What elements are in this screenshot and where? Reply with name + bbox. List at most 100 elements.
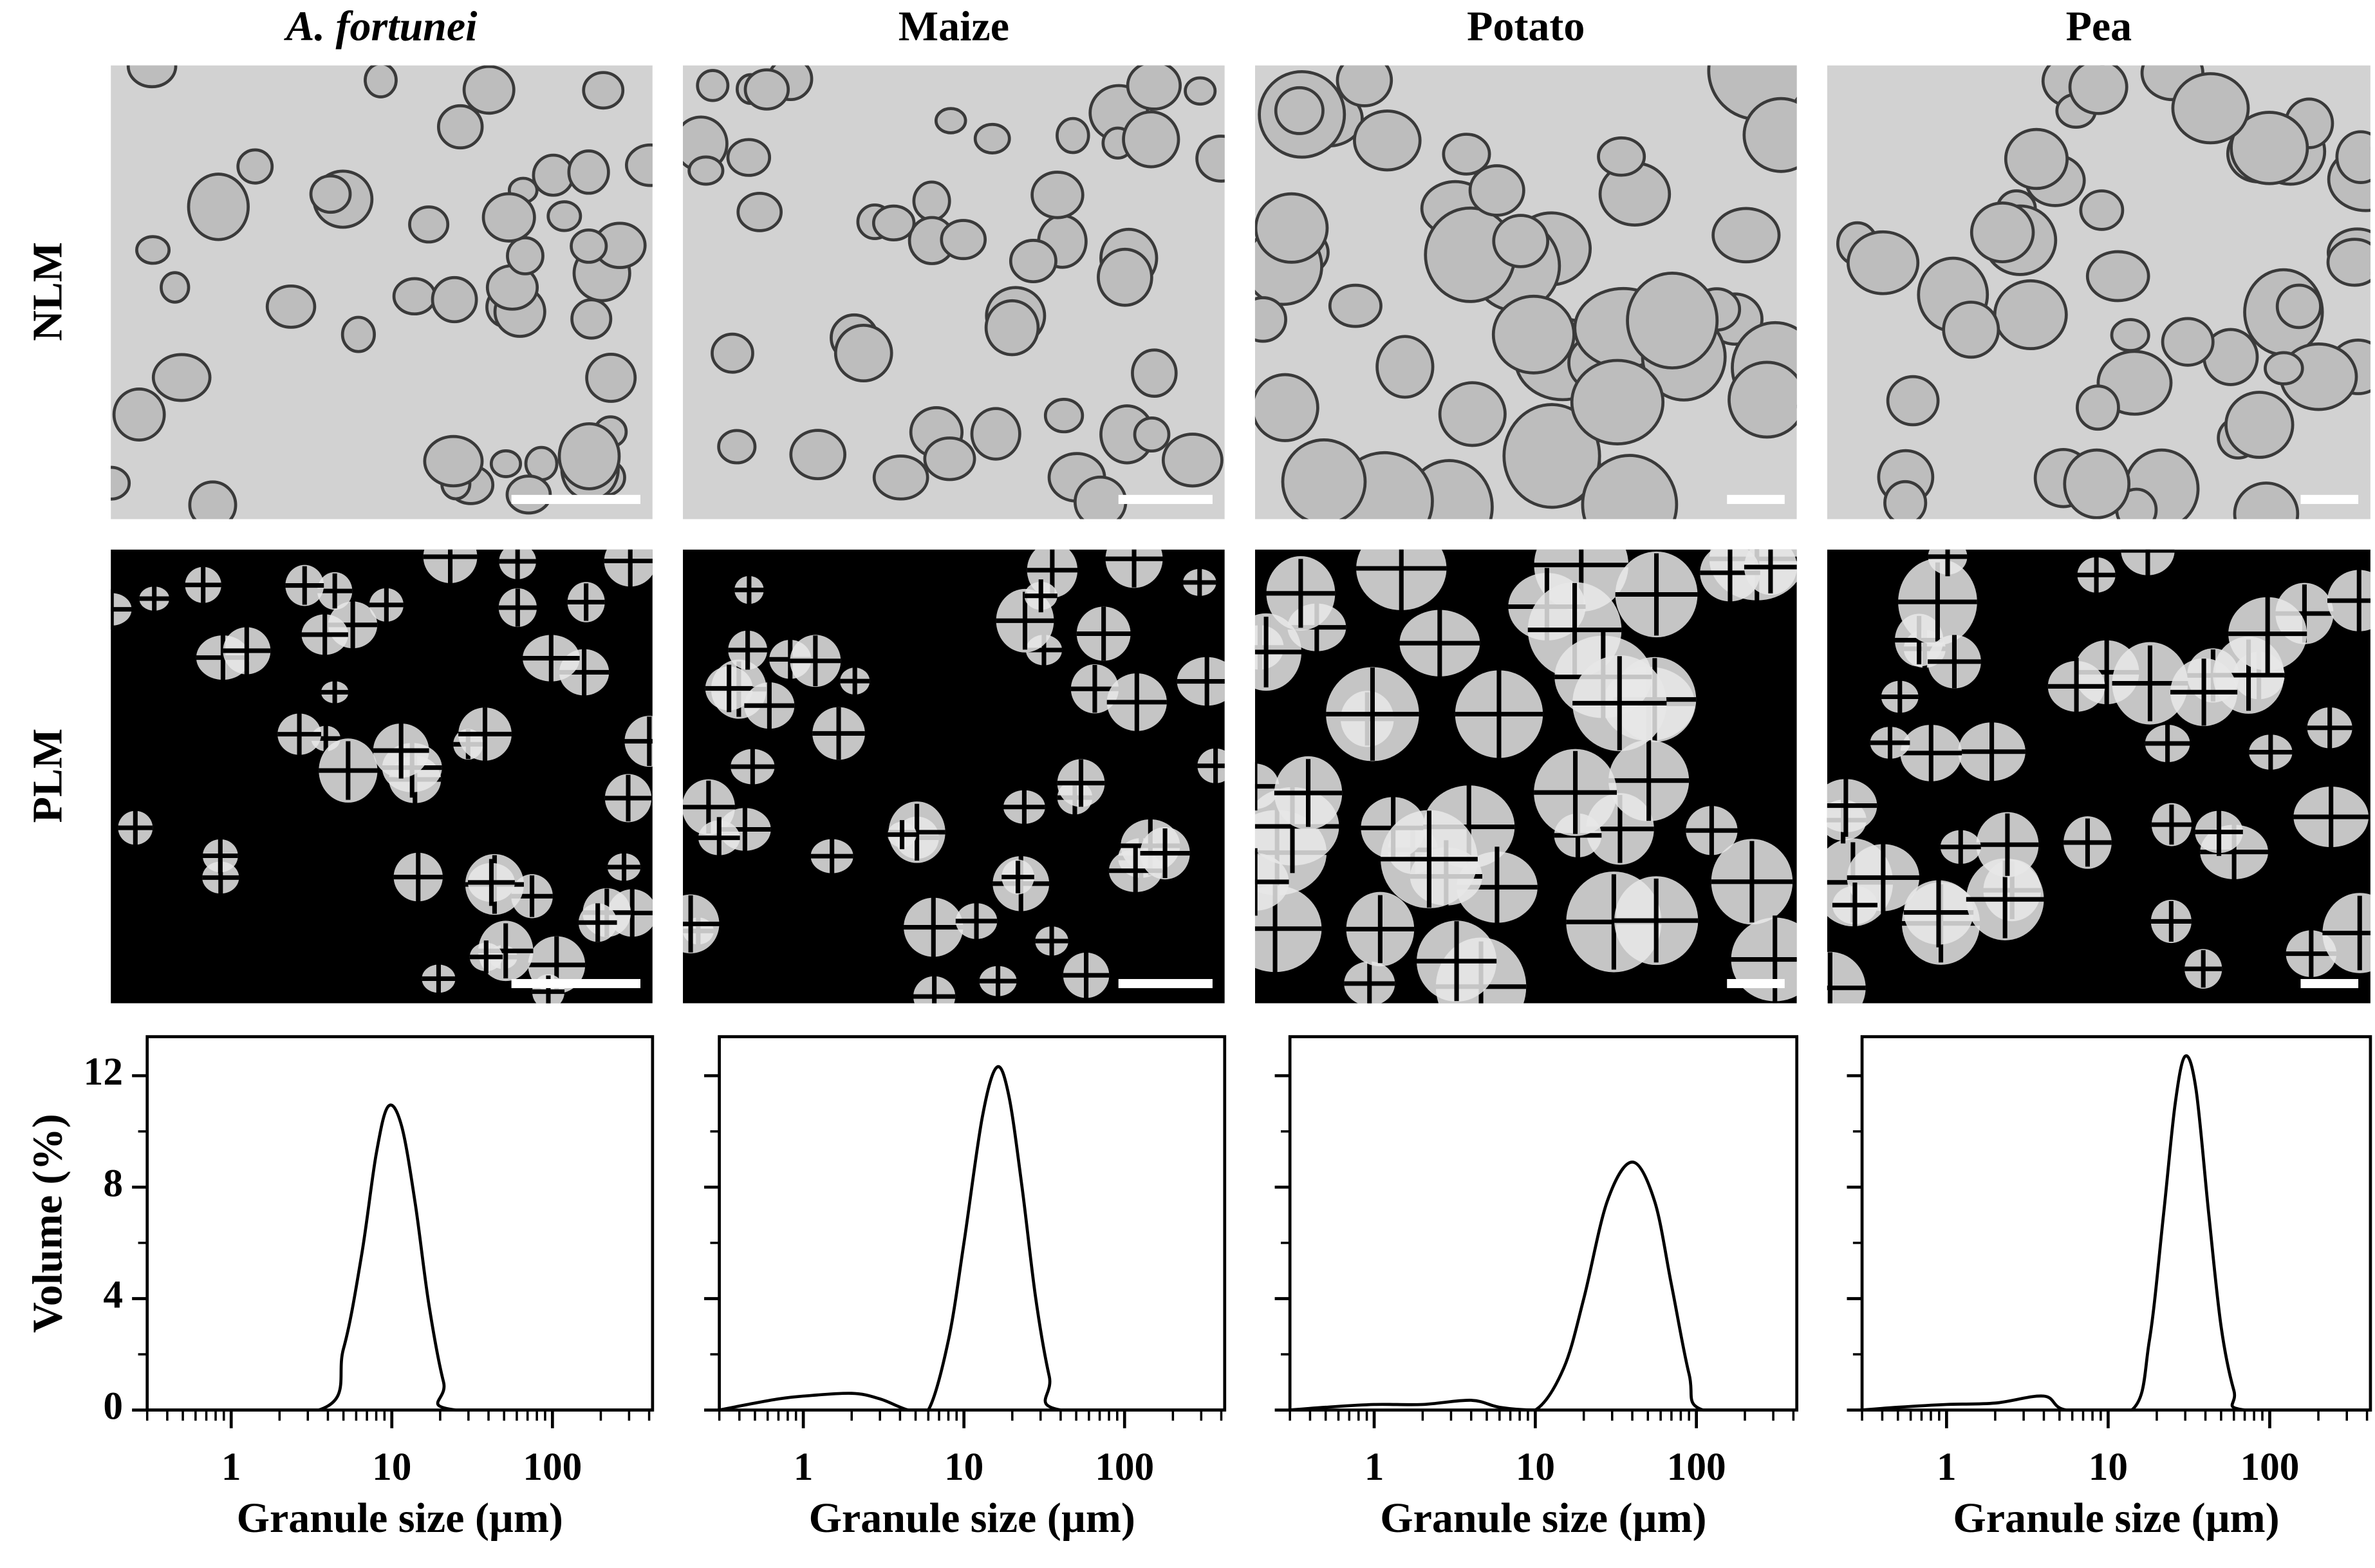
- granule: [1492, 214, 1550, 268]
- column-title: Maize: [899, 3, 1009, 50]
- granule: [1502, 403, 1601, 509]
- x-tick-label: 10: [944, 1445, 983, 1489]
- micrograph: [683, 65, 1225, 519]
- granule: [973, 122, 1011, 154]
- granule: [340, 315, 376, 353]
- granule: [1742, 97, 1797, 173]
- granule: [984, 299, 1040, 357]
- scale-bar: [1118, 978, 1213, 989]
- granule: [126, 65, 178, 89]
- granule: [2085, 250, 2150, 303]
- granule: [1970, 201, 2035, 264]
- granule: [1043, 397, 1085, 434]
- x-tick-label: 100: [1095, 1445, 1154, 1489]
- row-label: NLM: [24, 242, 71, 341]
- granule: [1328, 283, 1383, 328]
- granule: [789, 429, 847, 481]
- granule: [2076, 384, 2120, 431]
- granule: [1442, 133, 1491, 176]
- granule: [112, 387, 166, 442]
- scale-bar: [1727, 978, 1785, 989]
- granule: [834, 323, 893, 383]
- granule: [2068, 65, 2128, 115]
- x-tick-label: 10: [2089, 1445, 2128, 1489]
- x-tick-label: 1: [1937, 1445, 1957, 1489]
- granule: [1597, 136, 1646, 177]
- granule: [940, 219, 987, 261]
- granule: [970, 407, 1021, 461]
- granule: [1438, 381, 1507, 447]
- size-distribution-line: [1289, 1161, 1797, 1412]
- granule: [481, 192, 536, 243]
- granule: [431, 275, 478, 324]
- granule: [236, 148, 274, 185]
- granule: [567, 149, 610, 195]
- granule: [1570, 359, 1665, 445]
- plot-frame: [718, 1035, 1227, 1412]
- granule: [1728, 360, 1797, 439]
- granule: [1254, 192, 1329, 264]
- scale-bar: [2300, 494, 2359, 504]
- column-title: A. fortunei: [283, 3, 478, 50]
- scale-bar: [511, 494, 641, 504]
- y-tick-label: 4: [103, 1273, 123, 1317]
- granule: [2326, 238, 2370, 287]
- granule: [912, 180, 951, 222]
- granule: [1009, 239, 1057, 284]
- granule: [2230, 111, 2309, 185]
- granule: [423, 434, 484, 488]
- granule: [687, 155, 725, 186]
- granule: [570, 228, 608, 264]
- granule: [711, 332, 754, 374]
- scale-bar: [1727, 494, 1785, 504]
- granule: [2079, 189, 2125, 231]
- granule: [1353, 109, 1422, 172]
- granule: [1827, 951, 1866, 1003]
- granule: [1336, 65, 1393, 107]
- granule: [2004, 127, 2069, 191]
- granule: [934, 107, 967, 135]
- granule: [1056, 117, 1090, 154]
- granule: [1254, 373, 1319, 442]
- y-tick-label: 12: [84, 1050, 123, 1094]
- x-tick-label: 1: [221, 1445, 241, 1489]
- granule: [1626, 271, 1719, 369]
- granule: [2161, 317, 2215, 367]
- granule: [436, 104, 484, 150]
- size-distribution-line: [147, 1103, 653, 1412]
- granule: [1375, 335, 1435, 399]
- granule: [1126, 65, 1182, 111]
- granule: [111, 465, 131, 501]
- granule: [1131, 348, 1178, 398]
- granule: [726, 138, 772, 177]
- y-axis-label: Volume (%): [24, 1114, 71, 1332]
- granule: [1491, 294, 1576, 375]
- micrograph: [1827, 65, 2370, 519]
- granule: [187, 173, 250, 241]
- granule: [392, 277, 437, 316]
- x-tick-label: 100: [1667, 1445, 1726, 1489]
- granule: [2335, 130, 2370, 184]
- micrograph: [111, 549, 653, 1003]
- granule: [1883, 480, 1928, 519]
- granule: [265, 284, 317, 329]
- granule: [546, 200, 582, 232]
- micrograph: [111, 65, 653, 519]
- granule: [1161, 433, 1224, 488]
- granule: [582, 71, 625, 110]
- granule: [532, 153, 575, 197]
- plot-frame: [1288, 1035, 1799, 1412]
- granule: [2264, 351, 2304, 386]
- x-tick-label: 1: [1364, 1445, 1384, 1489]
- y-tick-label: 0: [103, 1385, 123, 1428]
- micrograph: [1254, 549, 1797, 1003]
- scale-bar: [1118, 494, 1213, 504]
- micrograph: [1827, 549, 2370, 1003]
- granule: [506, 236, 545, 275]
- size-distribution-line: [1861, 1054, 2370, 1412]
- granule: [743, 68, 790, 111]
- x-tick-label: 100: [523, 1445, 582, 1489]
- image-bg: [111, 549, 653, 1003]
- x-tick-label: 10: [1516, 1445, 1555, 1489]
- size-distribution-line: [719, 1065, 1225, 1412]
